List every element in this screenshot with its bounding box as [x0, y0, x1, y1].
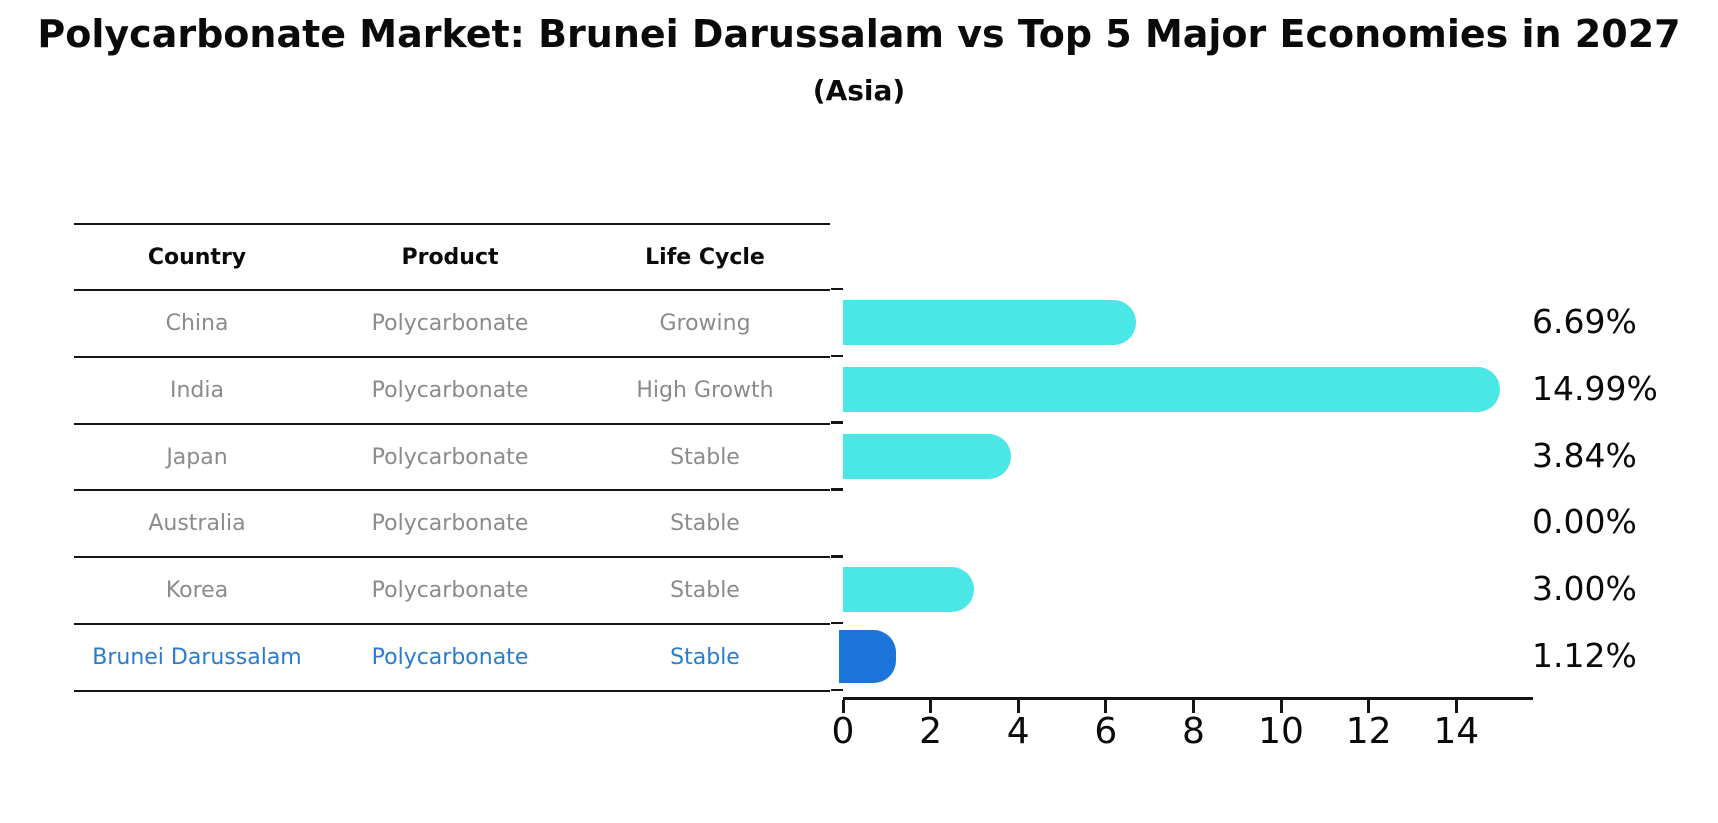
bar-korea	[843, 567, 975, 613]
bar-value-label: 0.00%	[1532, 502, 1637, 542]
x-axis-tick	[1279, 700, 1283, 713]
cell-life-cycle: Growing	[659, 310, 751, 336]
bar-slot	[843, 289, 1532, 356]
x-axis-tick-label: 4	[1006, 711, 1030, 752]
x-axis-tick	[929, 700, 933, 713]
bar-chart-area	[839, 289, 1532, 690]
cell-product: Polycarbonate	[371, 511, 529, 537]
x-axis-tick	[1016, 700, 1020, 713]
cell-country: India	[170, 377, 224, 403]
table-row: Japan Polycarbonate Stable	[74, 425, 830, 492]
x-axis-tick-label: 8	[1181, 711, 1205, 752]
x-axis-tick-label: 0	[831, 711, 855, 752]
table-row: Brunei Darussalam Polycarbonate Stable	[74, 625, 830, 692]
country-table: Country Product Life Cycle China Polycarb…	[74, 223, 830, 692]
bar-slot	[843, 489, 1532, 556]
column-header-product: Product	[401, 244, 499, 270]
cell-product: Polycarbonate	[371, 444, 529, 470]
table-row: Australia Polycarbonate Stable	[74, 491, 830, 559]
x-axis-tick	[1191, 700, 1195, 713]
x-axis-line	[843, 697, 1533, 700]
cell-country: Brunei Darussalam	[92, 645, 302, 671]
cell-product: Polycarbonate	[371, 310, 529, 336]
bar-value-label: 3.84%	[1532, 435, 1637, 475]
y-axis-tick	[831, 688, 843, 692]
bar-slot	[843, 423, 1532, 490]
bar-china	[843, 299, 1137, 345]
column-header-life-cycle: Life Cycle	[645, 244, 765, 270]
cell-life-cycle: Stable	[670, 511, 740, 537]
table-body: China Polycarbonate Growing India Polycarbon…	[74, 291, 830, 692]
cell-product: Polycarbonate	[371, 645, 529, 671]
x-axis-tick-label: 10	[1258, 711, 1304, 752]
bar-value-label: 1.12%	[1532, 636, 1637, 676]
y-axis-tick	[831, 354, 843, 358]
bar-value-label: 14.99%	[1532, 368, 1658, 408]
cell-life-cycle: Stable	[670, 444, 740, 470]
cell-country: Korea	[165, 578, 229, 604]
cell-product: Polycarbonate	[371, 578, 529, 604]
bar-slot	[839, 623, 1532, 690]
bar-india	[843, 366, 1500, 412]
cell-country: China	[165, 310, 229, 336]
cell-product: Polycarbonate	[371, 377, 529, 403]
bar-slot	[843, 556, 1532, 623]
cell-life-cycle: Stable	[670, 578, 740, 604]
x-axis-tick	[1367, 700, 1371, 713]
y-axis-tick	[831, 488, 843, 491]
column-header-country: Country	[147, 244, 247, 270]
bar-value-label: 3.00%	[1532, 569, 1637, 609]
x-axis-tick	[1104, 700, 1108, 713]
table-row: India Polycarbonate High Growth	[74, 358, 830, 425]
x-axis-tick	[841, 700, 845, 713]
x-axis-tick	[1454, 700, 1458, 713]
cell-country: Australia	[148, 511, 246, 537]
chart-subtitle: (Asia)	[812, 74, 906, 107]
chart-title: Polycarbonate Market: Brunei Darussalam …	[37, 12, 1681, 56]
cell-country: Japan	[166, 444, 228, 470]
table-header-row: Country Product Life Cycle	[74, 225, 830, 291]
cell-life-cycle: High Growth	[636, 377, 774, 403]
table-row: Korea Polycarbonate Stable	[74, 558, 830, 626]
cell-life-cycle: Stable	[670, 645, 740, 671]
bar-slot	[843, 356, 1532, 423]
x-axis-tick-label: 14	[1433, 711, 1480, 752]
y-axis-tick	[831, 555, 843, 558]
bar-japan	[843, 433, 1012, 479]
y-axis-tick	[831, 621, 843, 625]
x-axis-tick-label: 6	[1094, 711, 1118, 752]
table-row: China Polycarbonate Growing	[74, 291, 830, 358]
x-axis-tick-label: 12	[1345, 711, 1392, 752]
x-axis-tick-label: 2	[919, 711, 943, 752]
y-axis-tick	[831, 421, 843, 424]
y-axis-tick	[831, 287, 843, 291]
bar-brunei-darussalam	[839, 630, 897, 684]
bar-value-label: 6.69%	[1532, 302, 1637, 341]
